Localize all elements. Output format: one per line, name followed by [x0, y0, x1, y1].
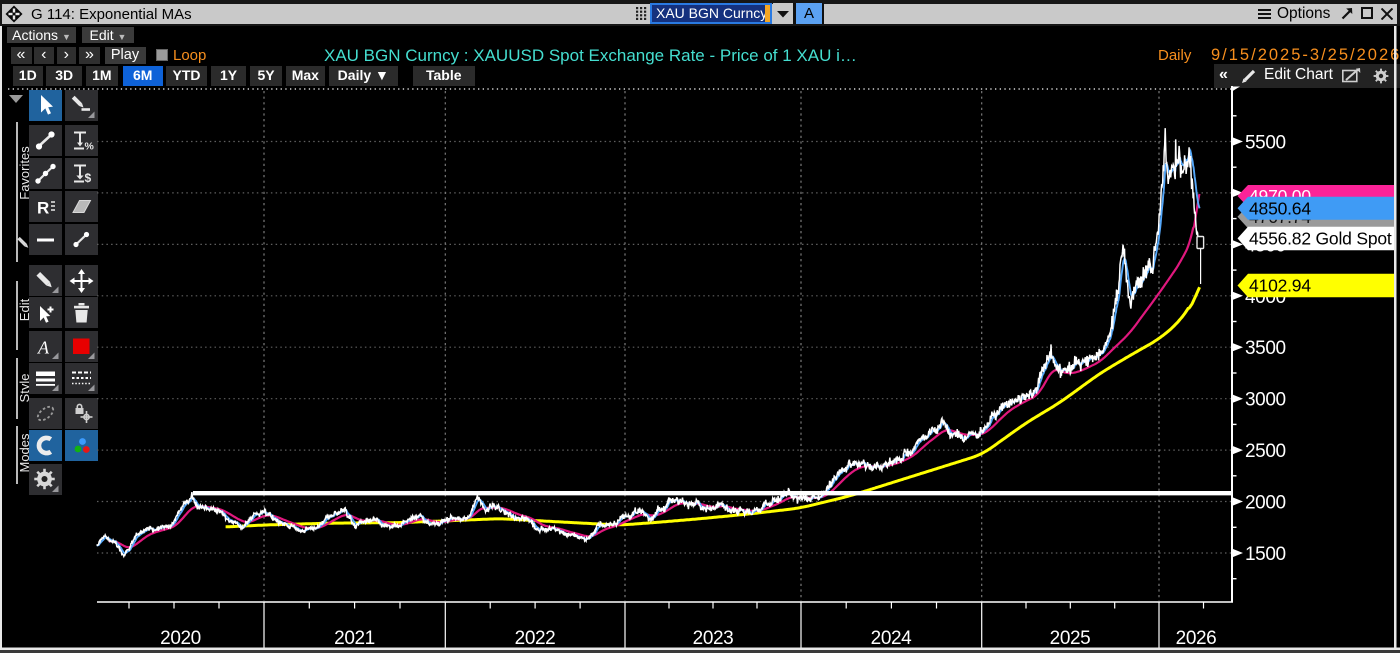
svg-text:$: $: [84, 171, 91, 185]
svg-text:5500: 5500: [1245, 133, 1286, 154]
svg-text:2000: 2000: [1245, 493, 1286, 514]
svg-text:A: A: [37, 337, 50, 357]
svg-text:2026: 2026: [1176, 628, 1217, 649]
svg-text:4556.82 Gold Spot: 4556.82 Gold Spot: [1249, 229, 1392, 249]
svg-text:Edit: Edit: [17, 298, 32, 321]
svg-text:3500: 3500: [1245, 338, 1286, 359]
svg-text:4102.94: 4102.94: [1249, 276, 1311, 296]
svg-text:4850.64: 4850.64: [1249, 199, 1311, 219]
svg-text:2021: 2021: [334, 628, 375, 649]
svg-text:3000: 3000: [1245, 390, 1286, 411]
svg-text:2020: 2020: [160, 628, 201, 649]
svg-text:R: R: [37, 198, 49, 217]
svg-text:1500: 1500: [1245, 544, 1286, 565]
svg-text:2023: 2023: [693, 628, 734, 649]
svg-text:2024: 2024: [871, 628, 913, 649]
svg-text:Modes: Modes: [17, 433, 32, 473]
svg-text:2022: 2022: [515, 628, 556, 649]
svg-text:Style: Style: [17, 374, 32, 403]
svg-text:2500: 2500: [1245, 441, 1286, 462]
svg-text:Favorites: Favorites: [17, 146, 32, 200]
svg-text:%: %: [84, 140, 94, 152]
svg-text:2025: 2025: [1050, 628, 1091, 649]
